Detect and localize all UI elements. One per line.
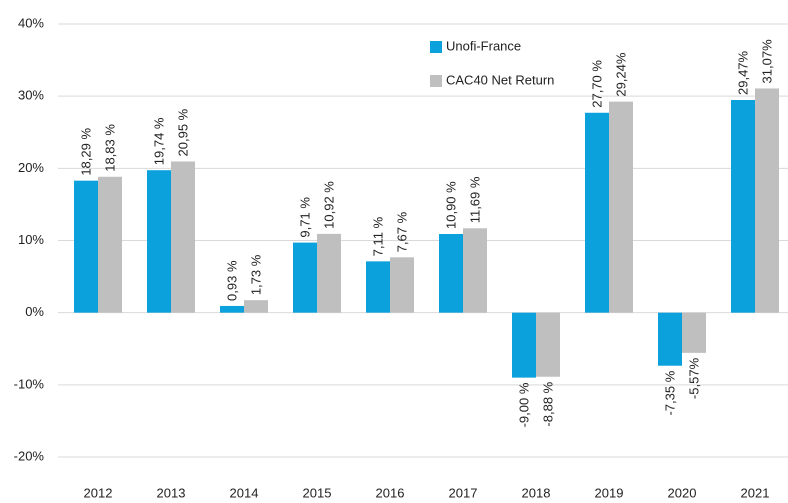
bar — [293, 242, 317, 313]
x-tick-label: 2020 — [668, 485, 697, 500]
bar — [682, 312, 706, 353]
bar — [536, 312, 560, 377]
bar — [731, 99, 755, 313]
value-label: 10,90 % — [443, 181, 458, 229]
bar — [98, 176, 122, 313]
x-tick-label: 2019 — [595, 485, 624, 500]
bar — [609, 101, 633, 313]
y-tick-label: -20% — [14, 448, 45, 463]
value-label: 27,70 % — [589, 60, 604, 108]
value-label: 20,95 % — [175, 108, 190, 156]
y-tick-label: 0% — [25, 304, 44, 319]
bar — [390, 257, 414, 313]
value-label: 1,73 % — [248, 254, 263, 295]
bar — [244, 300, 268, 313]
x-tick-label: 2016 — [376, 485, 405, 500]
legend-swatch — [430, 75, 442, 87]
value-label: 11,69 % — [467, 176, 482, 223]
y-tick-label: 20% — [18, 160, 44, 175]
legend-label: CAC40 Net Return — [446, 72, 554, 87]
bar — [366, 261, 390, 313]
x-tick-label: 2012 — [84, 485, 113, 500]
value-label: -7,35 % — [662, 370, 677, 415]
y-tick-label: 30% — [18, 88, 44, 103]
x-tick-label: 2021 — [741, 485, 770, 500]
bar — [171, 161, 195, 313]
value-label: 10,92 % — [321, 181, 336, 229]
bar — [463, 228, 487, 313]
bar — [317, 233, 341, 313]
x-tick-label: 2014 — [230, 485, 259, 500]
y-tick-label: 10% — [18, 232, 44, 247]
x-tick-label: 2018 — [522, 485, 551, 500]
value-label: 31,07% — [759, 39, 774, 84]
x-tick-label: 2015 — [303, 485, 332, 500]
value-label: 19,74 % — [151, 117, 166, 165]
bar — [439, 234, 463, 313]
value-label: 18,29 % — [78, 128, 93, 176]
bar — [220, 305, 244, 313]
bar — [74, 180, 98, 313]
bar — [512, 312, 536, 378]
x-tick-label: 2013 — [157, 485, 186, 500]
legend-label: Unofi-France — [446, 38, 521, 53]
y-tick-label: 40% — [18, 15, 44, 30]
bar — [585, 112, 609, 313]
bar — [147, 170, 171, 313]
value-label: -5,57% — [686, 357, 701, 399]
legend-swatch — [430, 41, 442, 53]
y-tick-label: -10% — [14, 376, 45, 391]
value-label: 0,93 % — [224, 260, 239, 301]
value-label: 29,47% — [735, 50, 750, 95]
bar — [658, 312, 682, 366]
value-label: 7,11 % — [370, 216, 385, 256]
x-tick-label: 2017 — [449, 485, 478, 500]
value-label: 7,67 % — [394, 211, 409, 252]
value-label: -9,00 % — [516, 382, 531, 427]
value-label: -8,88 % — [540, 381, 555, 426]
value-label: 18,83 % — [102, 124, 117, 172]
value-label: 9,71 % — [297, 197, 312, 238]
value-label: 29,24% — [613, 52, 628, 97]
bar — [755, 88, 779, 313]
